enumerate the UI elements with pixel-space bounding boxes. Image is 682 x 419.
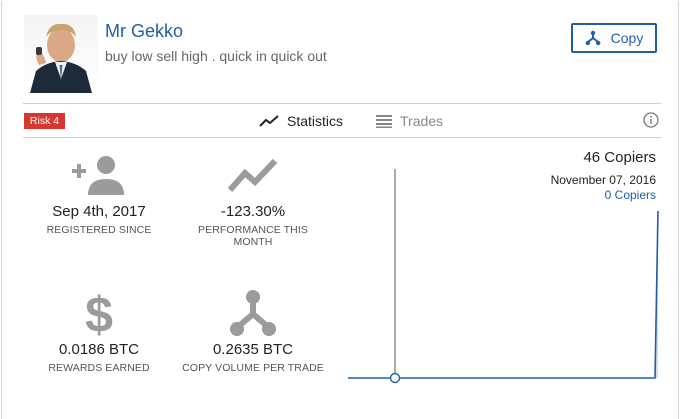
stat-label: COPY VOLUME PER TRADE xyxy=(182,362,324,374)
stat-value: Sep 4th, 2017 xyxy=(52,203,146,220)
tab-statistics-label: Statistics xyxy=(287,113,344,129)
chart-hover-date: November 07, 2016 xyxy=(550,173,656,187)
trader-motto: buy low sell high . quick in quick out xyxy=(105,48,327,64)
risk-badge: Risk 4 xyxy=(24,113,65,129)
info-icon[interactable] xyxy=(643,112,659,128)
dollar-icon: $ xyxy=(85,288,113,338)
chart-line xyxy=(348,210,659,379)
copy-button[interactable]: Copy xyxy=(571,23,657,53)
trend-icon xyxy=(227,158,278,192)
chart-hover-copiers: 0 Copiers xyxy=(604,188,656,202)
chart-hover-point xyxy=(389,372,401,384)
tab-bar-bottom-divider xyxy=(23,137,661,138)
chart-title: 46 Copiers xyxy=(583,149,656,166)
tab-trades-label: Trades xyxy=(400,113,444,129)
stat-performance: -123.30% PERFORMANCE THIS MONTH xyxy=(178,147,328,248)
list-icon xyxy=(376,115,392,128)
tab-bar-top-divider xyxy=(23,103,661,104)
line-chart-icon xyxy=(259,115,279,127)
add-person-icon xyxy=(72,156,124,195)
stat-rewards: $ 0.0186 BTC REWARDS EARNED xyxy=(24,285,174,374)
stat-copy-volume: 0.2635 BTC COPY VOLUME PER TRADE xyxy=(178,285,328,374)
svg-text:$: $ xyxy=(85,288,113,338)
avatar xyxy=(24,15,98,93)
stat-value: 0.2635 BTC xyxy=(212,341,294,358)
tab-trades[interactable]: Trades xyxy=(376,111,443,131)
copy-fork-icon xyxy=(230,290,276,336)
stat-label: REGISTERED SINCE xyxy=(46,224,152,236)
copy-fork-icon xyxy=(585,30,601,46)
stat-registered: Sep 4th, 2017 REGISTERED SINCE xyxy=(24,147,174,236)
copy-button-label: Copy xyxy=(610,30,644,46)
stat-value: 0.0186 BTC xyxy=(58,341,140,358)
copiers-chart[interactable] xyxy=(348,165,664,387)
stat-value: -123.30% xyxy=(220,203,286,220)
stat-label: REWARDS EARNED xyxy=(48,362,150,374)
tab-statistics[interactable]: Statistics xyxy=(259,111,343,131)
stat-label: PERFORMANCE THIS MONTH xyxy=(198,224,308,248)
trader-name[interactable]: Mr Gekko xyxy=(105,21,184,41)
